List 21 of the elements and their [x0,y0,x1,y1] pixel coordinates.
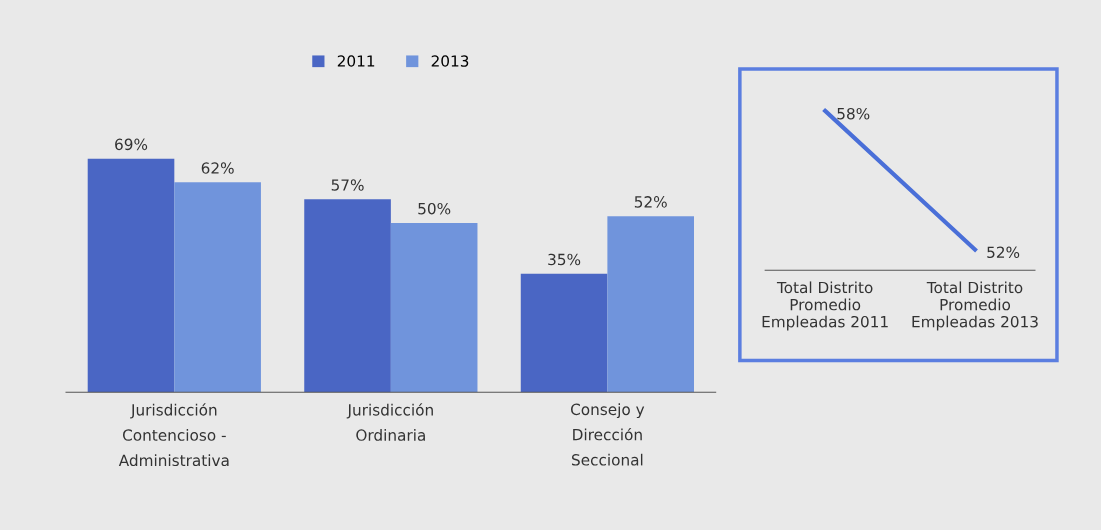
legend-label: 2013 [431,55,469,67]
bar [304,199,391,393]
legend-label: 2011 [337,55,375,67]
x-tick-label: Jurisdicción Ordinaria [346,403,433,441]
x-tick-label: Total Distrito Promedio Empleadas 2011 [762,281,888,331]
x-tick-label: Consejo y Dirección Seccional [570,403,645,466]
data-label: 58% [837,107,870,120]
data-label: 69% [115,138,148,151]
data-label: 57% [331,179,364,191]
bar [87,158,175,393]
data-label: 62% [201,162,234,174]
bar [174,182,261,393]
data-label: 50% [418,202,451,215]
x-tick-label: Jurisdicción Contencioso - Administrativa [118,403,229,467]
x-tick-label: Total Distrito Promedio Empleadas 2013 [912,281,1038,331]
bar [607,216,694,393]
bar [390,222,478,393]
data-label: 35% [548,253,581,266]
bar [520,273,608,393]
data-label: 52% [987,246,1020,259]
data-label: 52% [634,196,667,208]
